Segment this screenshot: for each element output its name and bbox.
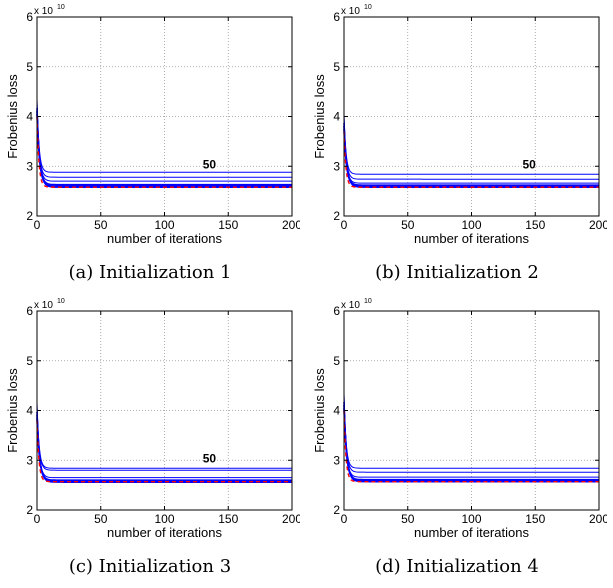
chart-b: 0 50 100 150 200 2 3 4 5 6 x 10 10 number of iterati…: [312, 4, 607, 246]
chart-a: 0 50 100 150 200 2 3 4 5 6 x 10 10 number of iterati…: [5, 4, 300, 246]
series-line: [343, 113, 599, 175]
series-line: [36, 411, 292, 481]
series-line: [36, 111, 292, 187]
annotation-label: 50: [203, 158, 217, 172]
chart-panel-b: 0 50 100 150 200 2 3 4 5 6 x 10 10 number of iterati…: [307, 0, 607, 294]
x-tick-label: 50: [401, 218, 415, 232]
y-multiplier-exponent: 10: [57, 4, 65, 11]
y-tick-label: 2: [333, 503, 340, 517]
x-tick-label: 0: [341, 218, 348, 232]
series-line: [36, 406, 292, 471]
y-tick-label: 3: [333, 453, 340, 467]
y-tick-label: 2: [26, 209, 33, 223]
x-tick-label: 150: [525, 512, 545, 526]
chart-d: 0 50 100 150 200 2 3 4 5 6 x 10 10 number of iterati…: [312, 298, 607, 540]
x-tick-label: 200: [589, 218, 607, 232]
x-axis-label: number of iterations: [107, 231, 222, 246]
series-line: [343, 402, 599, 481]
y-multiplier: x 10: [34, 6, 53, 17]
y-tick-label: 5: [26, 60, 33, 74]
y-tick-label: 3: [26, 159, 33, 173]
series-line: [343, 405, 599, 482]
y-tick-label: 3: [333, 159, 340, 173]
series-line: [343, 122, 599, 186]
y-tick-label: 6: [26, 304, 33, 318]
series-line: [343, 399, 599, 478]
chart-caption-b: (b) Initialization 2: [375, 262, 539, 283]
series-line: [343, 119, 599, 184]
y-tick-label: 5: [333, 60, 340, 74]
x-tick-label: 50: [94, 218, 108, 232]
reference-line: [343, 131, 599, 188]
y-tick-label: 4: [333, 404, 340, 418]
y-axis-label: Frobenius loss: [5, 74, 20, 159]
x-axis-label: number of iterations: [414, 231, 529, 246]
series-line: [36, 108, 292, 186]
y-multiplier-exponent: 10: [57, 298, 65, 305]
series-line: [36, 102, 292, 178]
reference-line: [343, 410, 599, 483]
x-axis-label: number of iterations: [414, 525, 529, 540]
y-multiplier-exponent: 10: [364, 4, 372, 11]
x-tick-label: 150: [218, 218, 238, 232]
x-tick-label: 150: [218, 512, 238, 526]
y-multiplier: x 10: [341, 300, 360, 311]
x-tick-label: 0: [34, 218, 41, 232]
x-tick-label: 100: [154, 218, 174, 232]
y-multiplier: x 10: [341, 6, 360, 17]
x-tick-label: 0: [341, 512, 348, 526]
x-axis-label: number of iterations: [107, 525, 222, 540]
y-tick-label: 4: [333, 110, 340, 124]
chart-caption-a: (a) Initialization 1: [68, 262, 232, 283]
x-tick-label: 150: [525, 218, 545, 232]
y-multiplier: x 10: [34, 300, 53, 311]
y-axis-label: Frobenius loss: [5, 368, 20, 453]
x-tick-label: 100: [461, 218, 481, 232]
y-multiplier-exponent: 10: [364, 298, 372, 305]
x-tick-label: 200: [589, 512, 607, 526]
chart-panel-a: 0 50 100 150 200 2 3 4 5 6 x 10 10 number of iterati…: [0, 0, 300, 294]
y-tick-label: 2: [26, 503, 33, 517]
chart-panel-d: 0 50 100 150 200 2 3 4 5 6 x 10 10 number of iterati…: [307, 294, 607, 588]
series-line: [36, 105, 292, 182]
x-tick-label: 0: [34, 512, 41, 526]
y-tick-label: 2: [333, 209, 340, 223]
annotation-label: 50: [203, 452, 217, 466]
reference-line: [36, 116, 292, 188]
series-line: [36, 408, 292, 479]
series-line: [343, 116, 599, 180]
y-tick-label: 5: [26, 354, 33, 368]
reference-line: [36, 420, 292, 483]
chart-caption-c: (c) Initialization 3: [68, 556, 232, 577]
annotation-label: 50: [523, 158, 537, 172]
x-tick-label: 100: [461, 512, 481, 526]
x-tick-label: 50: [94, 512, 108, 526]
y-tick-label: 4: [26, 110, 33, 124]
y-tick-label: 5: [333, 354, 340, 368]
y-axis-label: Frobenius loss: [312, 74, 327, 159]
chart-c: 0 50 100 150 200 2 3 4 5 6 x 10 10 number of iterati…: [5, 298, 300, 540]
y-tick-label: 6: [333, 10, 340, 24]
series-line: [36, 403, 292, 469]
x-tick-label: 200: [282, 512, 300, 526]
y-tick-label: 6: [333, 304, 340, 318]
y-tick-label: 6: [26, 10, 33, 24]
series-line: [36, 99, 292, 173]
x-tick-label: 200: [282, 218, 300, 232]
series-line: [343, 396, 599, 473]
y-axis-label: Frobenius loss: [312, 368, 327, 453]
series-line: [343, 125, 599, 187]
x-tick-label: 50: [401, 512, 415, 526]
y-tick-label: 4: [26, 404, 33, 418]
x-tick-label: 100: [154, 512, 174, 526]
chart-caption-d: (d) Initialization 4: [375, 556, 539, 577]
y-tick-label: 3: [26, 453, 33, 467]
series-line: [343, 393, 599, 469]
chart-panel-c: 0 50 100 150 200 2 3 4 5 6 x 10 10 number of iterati…: [0, 294, 300, 588]
